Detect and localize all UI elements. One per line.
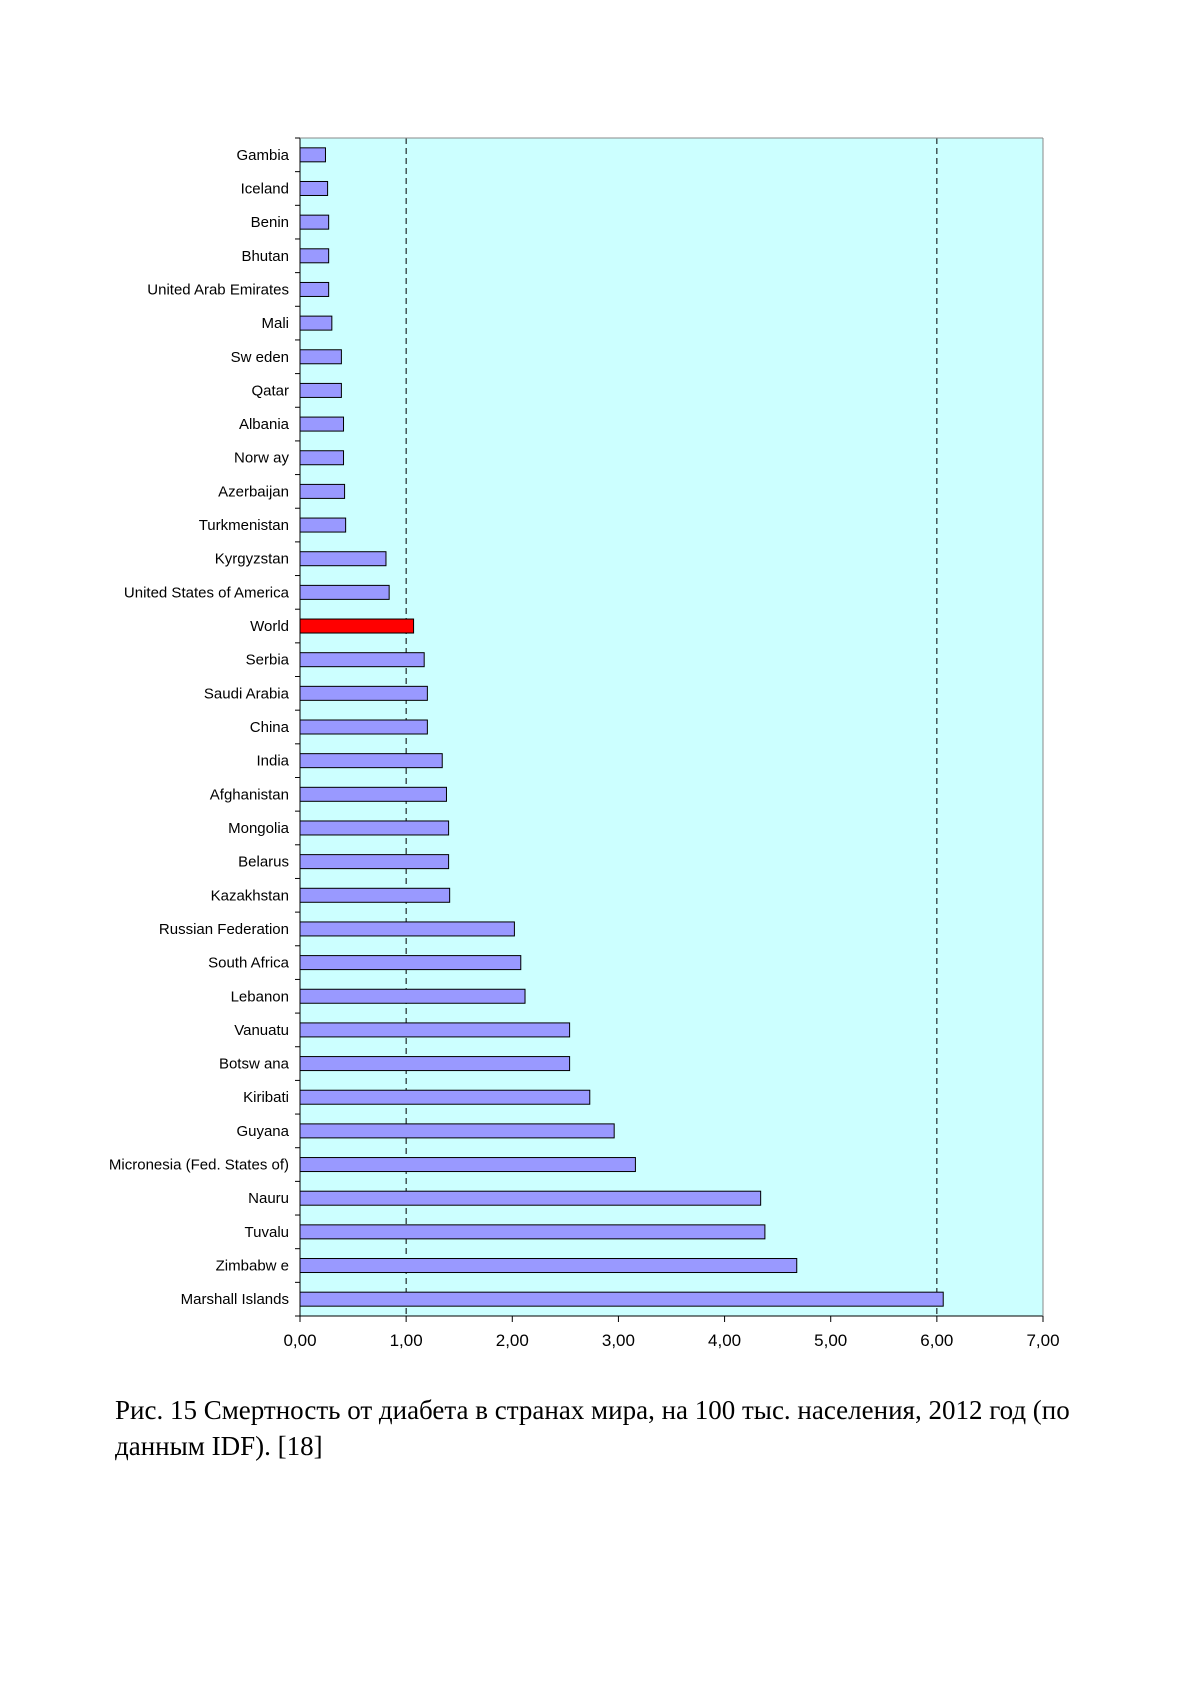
bar-9 (299, 450, 345, 466)
category-label: United Arab Emirates (147, 281, 289, 298)
category-label: Albania (239, 416, 290, 433)
bar-28 (299, 1089, 591, 1105)
bar-30 (299, 1157, 636, 1173)
category-label: South Africa (208, 955, 290, 972)
bar-8 (299, 416, 345, 432)
bar-23 (299, 921, 515, 937)
bar-15 (299, 652, 425, 668)
bar-21 (299, 854, 450, 870)
x-tick-label: 3,00 (602, 1331, 635, 1350)
bar-25 (299, 988, 526, 1004)
x-tick-label: 4,00 (708, 1331, 741, 1350)
bar-20 (299, 820, 450, 836)
category-label: Kazakhstan (211, 887, 289, 904)
category-label: Norw ay (234, 450, 290, 467)
category-label: Nauru (248, 1190, 289, 1207)
x-tick-label: 5,00 (814, 1331, 847, 1350)
bar-5 (299, 315, 333, 331)
bar-24 (299, 955, 522, 971)
bar-34 (299, 1291, 944, 1307)
category-label: Zimbabw e (216, 1258, 289, 1275)
bar-2 (299, 214, 330, 230)
category-label: Bhutan (241, 248, 289, 265)
category-label: Russian Federation (159, 921, 289, 938)
category-label: World (250, 618, 289, 635)
bar-0 (299, 147, 326, 163)
bar-31 (299, 1190, 762, 1206)
category-label: Qatar (251, 382, 289, 399)
category-label: Marshall Islands (181, 1291, 289, 1308)
category-label: Mali (261, 315, 289, 332)
bar-10 (299, 483, 346, 499)
bar-3 (299, 248, 330, 264)
bar-19 (299, 786, 447, 802)
category-label: Turkmenistan (199, 517, 289, 534)
axes (295, 137, 1044, 1322)
category-label: Benin (251, 214, 289, 231)
bars (299, 147, 944, 1307)
x-tick-label: 0,00 (283, 1331, 316, 1350)
category-label: Micronesia (Fed. States of) (109, 1157, 289, 1174)
bar-26 (299, 1022, 571, 1038)
bar-7 (299, 382, 342, 398)
bar-6 (299, 349, 342, 365)
category-label: United States of America (124, 584, 290, 601)
bar-12 (299, 551, 387, 567)
category-label: Gambia (236, 147, 289, 164)
bar-13 (299, 584, 390, 600)
bar-4 (299, 281, 330, 297)
bar-27 (299, 1056, 571, 1072)
x-tick-labels: 0,00 1,00 2,00 3,00 4,00 5,00 6,00 7,00 (283, 1331, 1059, 1350)
bar-29 (299, 1123, 615, 1139)
gridlines (405, 138, 938, 1316)
bar-16 (299, 685, 428, 701)
category-label: Vanuatu (234, 1022, 289, 1039)
x-tick-label: 6,00 (920, 1331, 953, 1350)
x-tick-label: 7,00 (1026, 1331, 1059, 1350)
bar-22 (299, 887, 451, 903)
category-label: Azerbaijan (218, 483, 289, 500)
bar-11 (299, 517, 347, 533)
bar-17 (299, 719, 428, 735)
category-label: Serbia (246, 652, 290, 669)
x-tick-label: 2,00 (496, 1331, 529, 1350)
bar-14 (299, 618, 415, 634)
category-label: Mongolia (228, 820, 290, 837)
category-label: Lebanon (231, 988, 289, 1005)
x-tick-label: 1,00 (390, 1331, 423, 1350)
bar-32 (299, 1224, 766, 1240)
bar-33 (299, 1258, 798, 1274)
category-label: Kyrgyzstan (215, 551, 289, 568)
category-labels: Gambia Iceland Benin Bhutan United Arab Emir… (109, 147, 290, 1308)
category-label: Saudi Arabia (204, 685, 290, 702)
category-label: Tuvalu (245, 1224, 289, 1241)
category-label: Guyana (236, 1123, 289, 1140)
category-label: China (250, 719, 290, 736)
category-label: Belarus (238, 854, 289, 871)
category-label: Sw eden (231, 349, 289, 366)
bar-1 (299, 180, 329, 196)
category-label: India (256, 753, 289, 770)
category-label: Afghanistan (210, 786, 289, 803)
bar-18 (299, 753, 443, 769)
category-label: Iceland (241, 180, 289, 197)
figure-caption: Рис. 15 Смертность от диабета в странах … (115, 1395, 1070, 1461)
category-label: Botsw ana (219, 1056, 290, 1073)
category-label: Kiribati (243, 1089, 289, 1106)
